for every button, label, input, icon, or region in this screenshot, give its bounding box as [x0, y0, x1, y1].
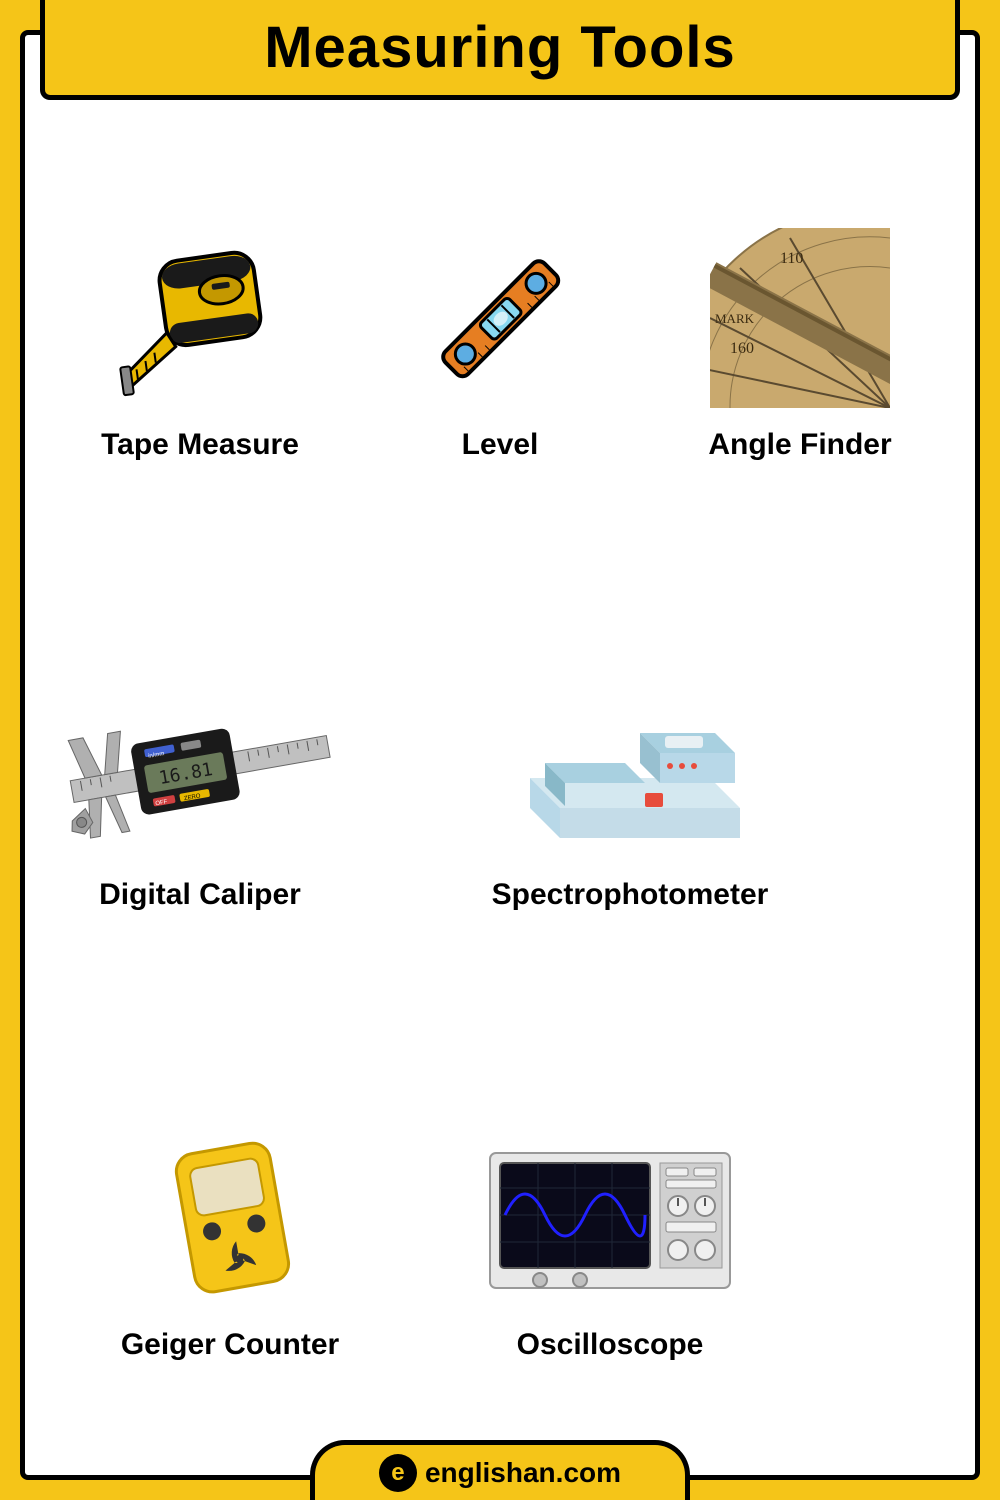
item-tape-measure: Tape Measure	[55, 218, 345, 462]
label-caliper: Digital Caliper	[99, 878, 301, 912]
content-card: Tape Measure	[20, 30, 980, 1480]
spectrophotometer-icon	[510, 668, 750, 868]
footer-brand-badge: e englishan.com	[310, 1440, 690, 1500]
oscilloscope-icon	[480, 1118, 740, 1318]
label-tape-measure: Tape Measure	[101, 428, 299, 462]
label-oscilloscope: Oscilloscope	[517, 1328, 704, 1362]
brand-logo-icon: e	[379, 1454, 417, 1492]
item-digital-caliper: 16.81 in/mm OFF ZERO Digital Caliper	[55, 668, 345, 912]
level-icon	[400, 218, 600, 418]
label-level: Level	[462, 428, 539, 462]
label-geiger: Geiger Counter	[121, 1328, 339, 1362]
tools-grid: Tape Measure	[55, 135, 945, 1445]
tape-measure-icon	[100, 218, 300, 418]
geiger-counter-icon	[130, 1118, 330, 1318]
angle-finder-icon: 110 140 160 MARK	[700, 218, 900, 418]
brand-name: englishan.com	[425, 1457, 621, 1489]
svg-text:MARK: MARK	[715, 311, 755, 326]
item-oscilloscope: Oscilloscope	[315, 1118, 905, 1362]
item-level: Level	[355, 218, 645, 462]
svg-text:110: 110	[780, 250, 803, 267]
svg-text:160: 160	[730, 340, 754, 357]
item-angle-finder: 110 140 160 MARK Angle Finder	[655, 218, 945, 462]
label-angle-finder: Angle Finder	[708, 428, 891, 462]
label-spectrophotometer: Spectrophotometer	[492, 878, 769, 912]
caliper-icon: 16.81 in/mm OFF ZERO	[60, 668, 340, 868]
title-bar: Measuring Tools	[40, 0, 960, 100]
page-title: Measuring Tools	[264, 14, 736, 81]
item-spectrophotometer: Spectrophotometer	[335, 668, 925, 912]
